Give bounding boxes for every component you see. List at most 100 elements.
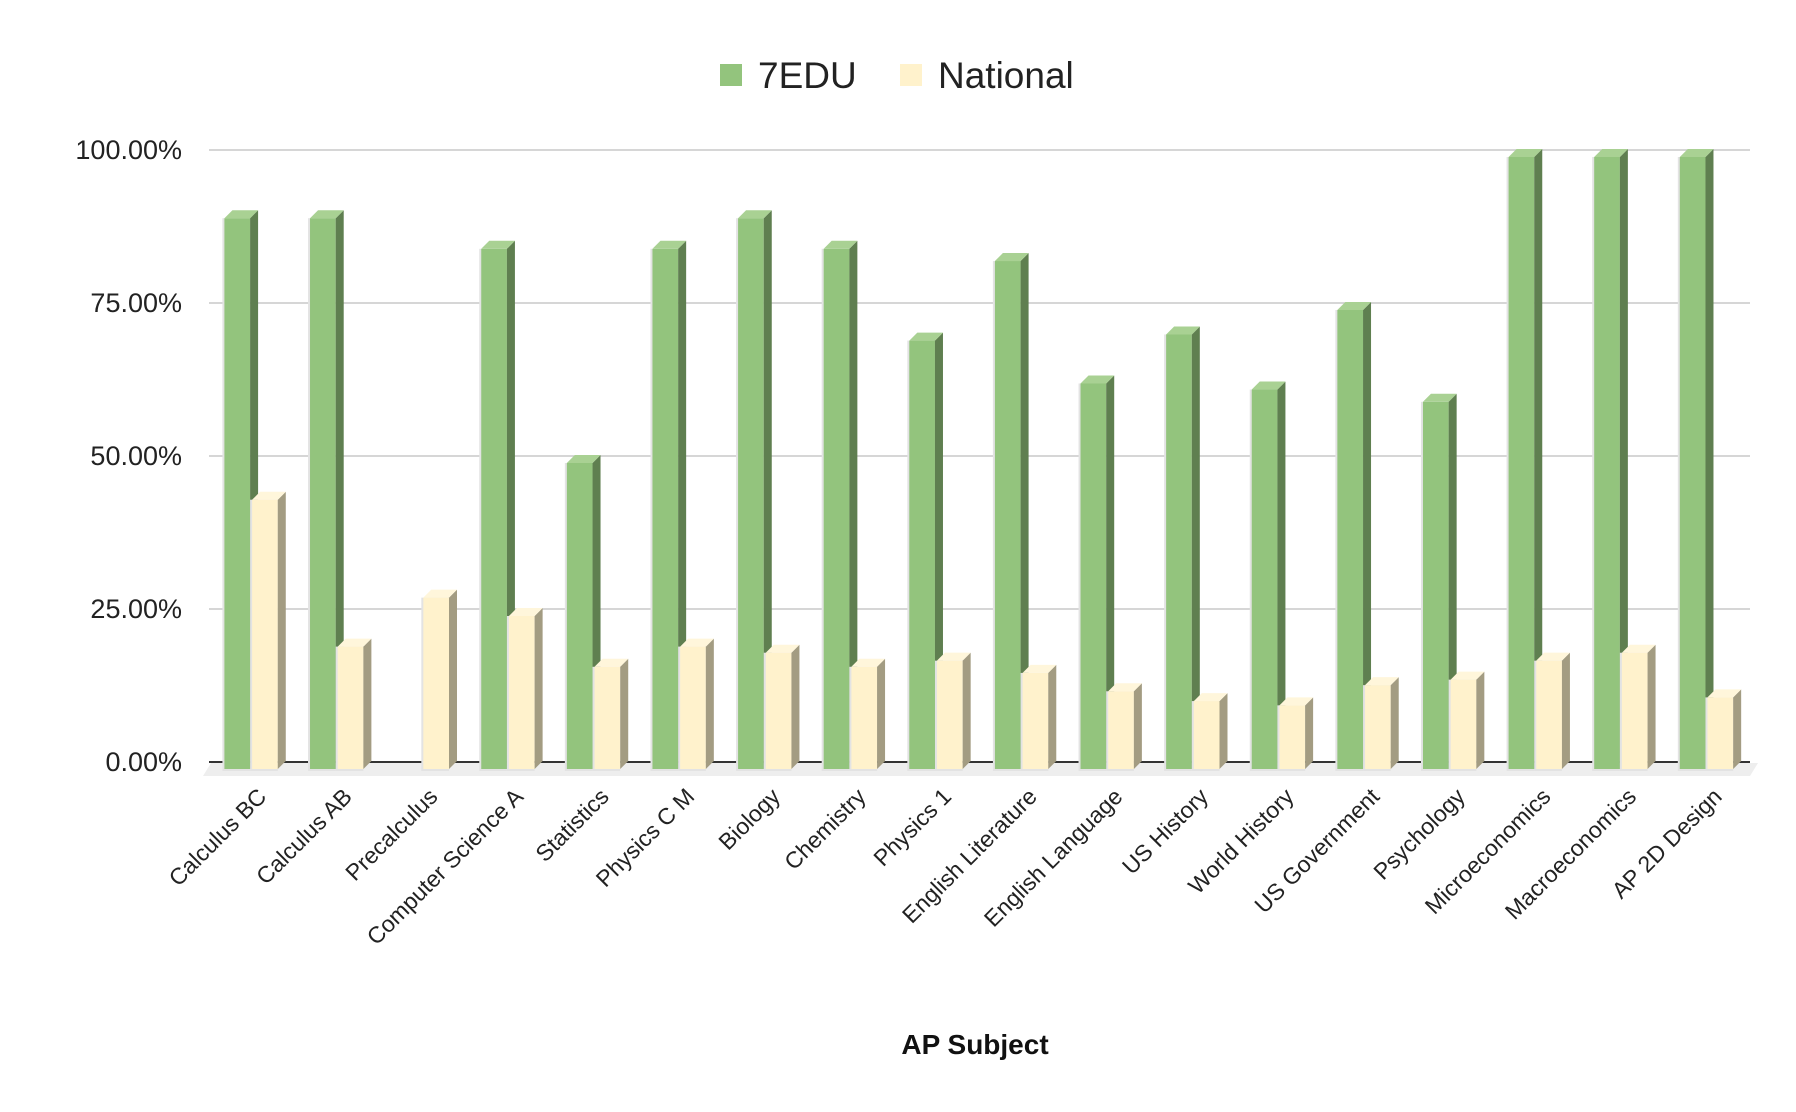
bar-front bbox=[1108, 691, 1134, 769]
bar-national-us-government bbox=[1363, 677, 1399, 771]
x-category-label: Computer Science A bbox=[362, 783, 529, 950]
bar-front bbox=[1193, 701, 1220, 769]
bar-top bbox=[1707, 689, 1742, 698]
bar-7edu-world-history bbox=[1249, 381, 1286, 771]
bar-side bbox=[448, 589, 457, 769]
bar-side bbox=[1191, 326, 1200, 769]
bar-front bbox=[1279, 705, 1306, 769]
bar-front bbox=[1536, 660, 1562, 769]
bar-front bbox=[994, 261, 1021, 769]
x-category-label: Physics 1 bbox=[868, 783, 956, 871]
bar-front bbox=[1337, 310, 1364, 769]
bar-front bbox=[481, 248, 507, 770]
bar-7edu-biology bbox=[736, 210, 772, 771]
bar-front bbox=[851, 666, 878, 769]
bar-side bbox=[1561, 652, 1570, 769]
bar-top bbox=[594, 658, 629, 667]
bar-front bbox=[1594, 157, 1620, 769]
bar-front bbox=[337, 646, 364, 769]
bar-front bbox=[310, 218, 336, 769]
bar-side bbox=[1733, 689, 1742, 769]
bar-front bbox=[1621, 652, 1648, 769]
bar-top bbox=[680, 638, 714, 647]
bar-side bbox=[849, 240, 858, 770]
legend-swatch-7edu bbox=[720, 64, 742, 86]
bar-national-microeconomics bbox=[1534, 652, 1570, 771]
bar-side bbox=[277, 491, 286, 769]
bar-top bbox=[1508, 149, 1543, 157]
bar-side bbox=[1448, 393, 1457, 769]
x-axis-title: AP Subject bbox=[901, 1029, 1048, 1060]
bar-national-statistics bbox=[592, 658, 629, 771]
bar-front bbox=[1422, 401, 1449, 769]
bar-side bbox=[363, 638, 372, 769]
y-tick-label: 25.00% bbox=[90, 594, 182, 624]
bar-top bbox=[252, 491, 286, 500]
legend-label-national: National bbox=[938, 55, 1074, 96]
bar-7edu-calculus-ab bbox=[308, 210, 344, 771]
bar-top bbox=[1679, 149, 1714, 157]
bar-7edu-english-literature bbox=[992, 253, 1029, 771]
bar-side bbox=[1106, 375, 1115, 769]
bar-top bbox=[1166, 326, 1200, 335]
legend-swatch-national bbox=[900, 64, 922, 86]
bar-front bbox=[909, 340, 935, 769]
bar-side bbox=[335, 210, 344, 769]
bar-7edu-us-government bbox=[1335, 302, 1372, 771]
bar-side bbox=[1476, 671, 1485, 769]
bar-top bbox=[481, 240, 515, 249]
bar-side bbox=[678, 240, 687, 770]
bar-front bbox=[1679, 157, 1706, 769]
bar-national-world-history bbox=[1277, 697, 1314, 771]
bar-side bbox=[1020, 253, 1029, 770]
x-category-label: Statistics bbox=[530, 783, 613, 866]
bar-top bbox=[909, 332, 943, 341]
bar-side bbox=[1534, 149, 1543, 769]
bar-front bbox=[652, 248, 679, 770]
bar-side bbox=[534, 608, 543, 769]
bar-top bbox=[423, 589, 457, 598]
bar-front bbox=[738, 218, 764, 769]
bar-front bbox=[1080, 383, 1107, 769]
bar-side bbox=[1390, 677, 1399, 769]
bar-top bbox=[1080, 375, 1115, 384]
bar-front bbox=[1450, 679, 1477, 769]
bar-side bbox=[1133, 683, 1142, 769]
bar-side bbox=[1219, 693, 1228, 769]
bar-front bbox=[252, 499, 278, 769]
bar-national-english-language bbox=[1106, 683, 1142, 771]
bar-top bbox=[1022, 664, 1057, 673]
bar-front bbox=[508, 616, 535, 769]
gridlines bbox=[209, 149, 1750, 763]
y-tick-label: 100.00% bbox=[75, 135, 182, 165]
bar-top bbox=[1621, 644, 1656, 653]
bar-national-computer-science-a bbox=[506, 608, 543, 771]
bar-top bbox=[994, 253, 1029, 262]
bar-side bbox=[1048, 664, 1057, 769]
bar-side bbox=[1705, 149, 1714, 769]
bar-side bbox=[1277, 381, 1286, 769]
bar-top bbox=[652, 240, 687, 249]
bar-7edu-macroeconomics bbox=[1592, 149, 1628, 771]
bar-side bbox=[1363, 302, 1372, 769]
bar-top bbox=[765, 644, 800, 653]
bar-7edu-chemistry bbox=[821, 240, 858, 772]
bar-side bbox=[705, 638, 714, 769]
legend: 7EDU National bbox=[720, 55, 1074, 96]
bar-side bbox=[962, 652, 971, 769]
y-axis-tick-labels: 0.00% 25.00% 50.00% 75.00% 100.00% bbox=[75, 135, 182, 777]
bar-top bbox=[224, 210, 259, 219]
bar-7edu-physics-c-m bbox=[650, 240, 687, 772]
bar-front bbox=[765, 652, 792, 769]
bar-side bbox=[791, 644, 800, 769]
bar-front bbox=[680, 646, 706, 769]
bar-top bbox=[508, 608, 543, 616]
bar-front bbox=[566, 463, 593, 769]
bar-front bbox=[936, 660, 963, 769]
bar-front bbox=[224, 218, 251, 769]
bar-front bbox=[1251, 389, 1278, 769]
bar-top bbox=[337, 638, 372, 647]
bar-top bbox=[310, 210, 344, 219]
bar-top bbox=[1536, 652, 1570, 661]
